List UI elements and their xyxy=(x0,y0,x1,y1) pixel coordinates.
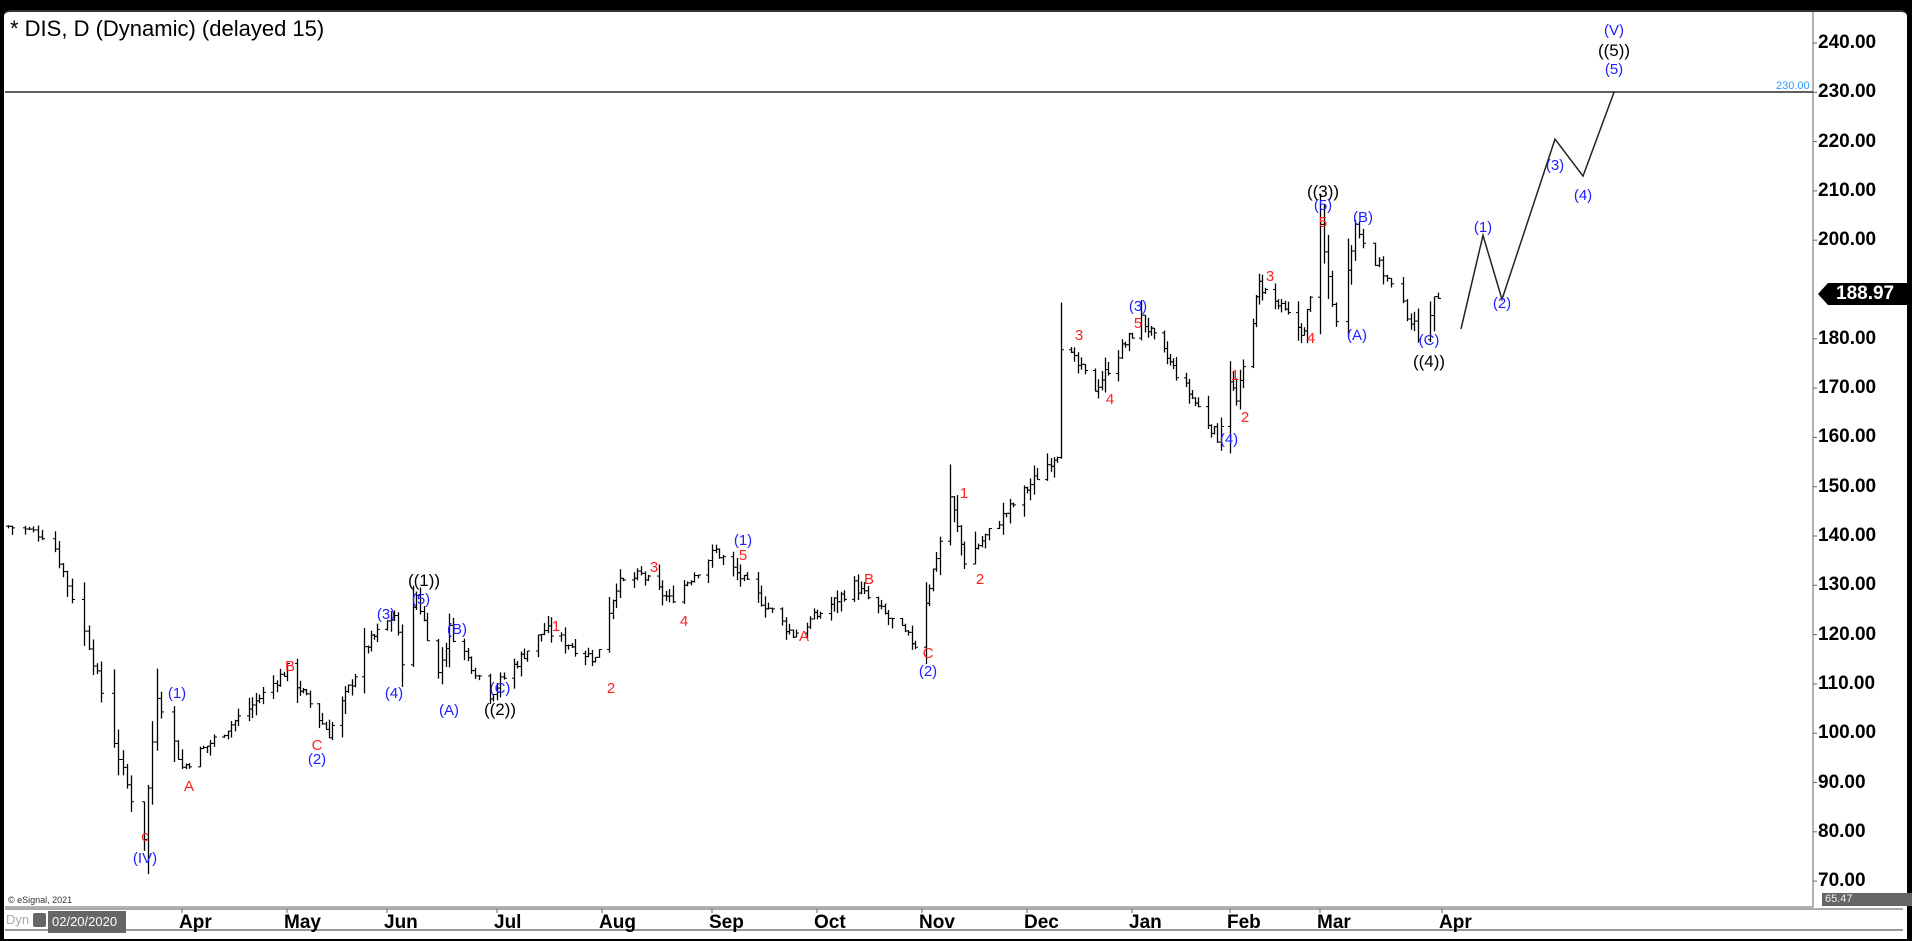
price-tick-label: 80.00 xyxy=(1818,820,1866,842)
price-tick-label: 180.00 xyxy=(1818,327,1877,349)
month-label: Mar xyxy=(1317,912,1351,933)
wave-label: 1 xyxy=(959,485,969,503)
wave-label: ((1)) xyxy=(407,571,441,591)
wave-label: (2) xyxy=(1492,295,1512,313)
price-tick-label: 220.00 xyxy=(1818,130,1877,152)
wave-label: (A) xyxy=(439,702,459,719)
projection-path xyxy=(1460,92,1615,330)
price-tick-label: 200.00 xyxy=(1818,229,1877,251)
wave-label: 3 xyxy=(649,559,659,577)
month-label: Sep xyxy=(709,912,744,933)
month-label: Feb xyxy=(1227,912,1261,933)
wave-label: (4) xyxy=(1219,430,1239,448)
wave-label: 4 xyxy=(679,613,689,631)
price-tick-label: 230.00 xyxy=(1818,81,1877,103)
month-label: Apr xyxy=(1439,912,1472,933)
wave-label: 5 xyxy=(1133,315,1143,332)
wave-label: (1) xyxy=(733,531,753,549)
month-label: May xyxy=(284,912,321,933)
wave-label: B xyxy=(863,571,875,589)
wave-label: A xyxy=(798,628,810,646)
price-tick-label: 210.00 xyxy=(1818,179,1877,201)
month-label: Jan xyxy=(1129,912,1162,933)
month-label: Aug xyxy=(599,912,636,933)
chart-window xyxy=(4,10,1907,939)
wave-label: ((5)) xyxy=(1597,41,1631,61)
target-line-label: 230.00 xyxy=(1776,80,1810,92)
wave-label: (5) xyxy=(1313,196,1333,214)
wave-label: c xyxy=(141,827,149,845)
price-tick-label: 90.00 xyxy=(1818,771,1866,793)
price-tick-label: 140.00 xyxy=(1818,525,1877,546)
wave-label: 3 xyxy=(1265,268,1275,286)
wave-label: 3 xyxy=(1074,327,1084,345)
wave-label: (V) xyxy=(1604,21,1624,39)
wave-label: (3) xyxy=(1545,157,1565,175)
wave-label: (1) xyxy=(1473,218,1493,236)
price-ticks xyxy=(1813,42,1817,882)
wave-label: ((3)) xyxy=(1306,181,1340,201)
copyright-text: © eSignal, 2021 xyxy=(8,895,73,905)
wave-label: 5 xyxy=(738,546,748,564)
start-date-box[interactable]: 02/20/2020 xyxy=(48,911,126,933)
wave-label: C xyxy=(311,736,323,754)
price-tick-label: 120.00 xyxy=(1818,623,1877,645)
wave-label: (A) xyxy=(1347,327,1367,345)
chart-title: * DIS, D (Dynamic) (delayed 15) xyxy=(10,16,325,41)
month-label: Nov xyxy=(919,912,955,933)
wave-label: (B) xyxy=(447,620,467,638)
dyn-label[interactable]: Dyn xyxy=(6,912,30,927)
wave-label: (C) xyxy=(1418,332,1440,350)
wave-label: ((4)) xyxy=(1412,351,1446,371)
wave-label: 2 xyxy=(606,679,616,697)
wave-label: (5) xyxy=(411,591,431,609)
wave-label: (3) xyxy=(376,605,396,623)
wave-label: (2) xyxy=(918,662,938,680)
wave-label: ((2)) xyxy=(483,699,517,719)
wave-label: 4 xyxy=(1306,329,1316,347)
wave-label: (B) xyxy=(1353,209,1373,226)
wave-label: C xyxy=(922,645,934,663)
price-tick-label: 160.00 xyxy=(1818,426,1877,448)
price-tick-label: 150.00 xyxy=(1818,475,1877,497)
wave-label: (1) xyxy=(167,684,187,702)
wave-label: 1 xyxy=(551,618,561,636)
wave-label: (IV) xyxy=(132,849,158,867)
last-price-marker: 188.97 xyxy=(1818,283,1912,305)
price-tick-label: 110.00 xyxy=(1818,672,1876,694)
wave-label: (4) xyxy=(384,684,404,702)
wave-label: (4) xyxy=(1573,186,1593,204)
month-label: Jun xyxy=(384,912,418,933)
price-tick-label: 130.00 xyxy=(1818,574,1877,596)
wave-label: (5) xyxy=(1604,61,1624,79)
low-price-marker: 65.47 xyxy=(1822,893,1912,906)
wave-label: B xyxy=(284,657,296,675)
wave-label: (3) xyxy=(1128,297,1148,315)
month-ticks xyxy=(181,909,1443,913)
month-label: Dec xyxy=(1024,912,1059,933)
wave-label: 5 xyxy=(1318,213,1328,231)
wave-label: (C) xyxy=(489,679,511,697)
lock-icon[interactable] xyxy=(33,913,46,927)
month-label: Jul xyxy=(494,912,522,933)
price-tick-label: 100.00 xyxy=(1818,722,1877,744)
ohlc-bars xyxy=(6,193,1441,875)
wave-label: 1 xyxy=(1230,366,1240,384)
wave-label: 4 xyxy=(1105,391,1115,409)
month-label: Oct xyxy=(814,912,846,933)
wave-label: A xyxy=(183,778,195,796)
wave-label: 2 xyxy=(975,571,985,589)
price-tick-label: 170.00 xyxy=(1818,377,1877,399)
wave-label: 2 xyxy=(1240,408,1250,426)
price-tick-label: 70.00 xyxy=(1818,870,1866,892)
wave-label: (2) xyxy=(307,751,327,769)
month-label: Apr xyxy=(179,912,212,933)
price-tick-label: 240.00 xyxy=(1818,32,1877,53)
